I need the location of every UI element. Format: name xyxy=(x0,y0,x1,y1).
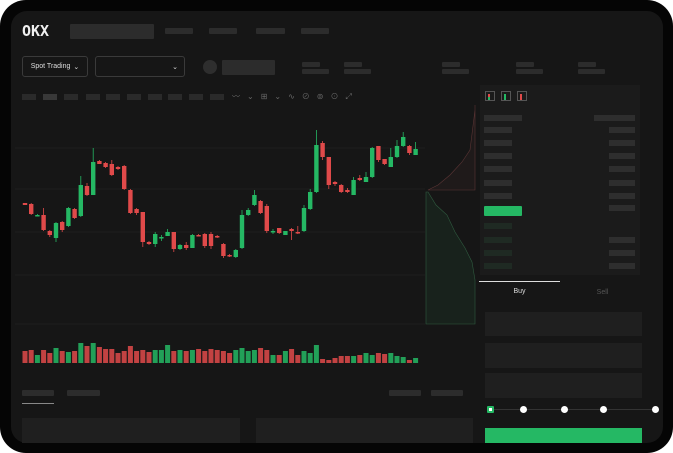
ask-size xyxy=(609,193,635,199)
tab-open-orders[interactable] xyxy=(22,390,54,396)
stat-label xyxy=(578,62,596,67)
chevron-down-icon: ⌄ xyxy=(73,63,80,71)
ask-price xyxy=(484,140,512,146)
ask-size xyxy=(609,180,635,186)
pair-price xyxy=(222,60,275,75)
buy-tab-underline xyxy=(479,281,560,282)
order-book-view-icons[interactable] xyxy=(485,91,527,101)
ask-size xyxy=(594,115,635,121)
ask-price xyxy=(484,153,512,159)
tab-sell[interactable]: Sell xyxy=(596,289,609,296)
slider-step-dot[interactable] xyxy=(652,406,659,413)
bottom-action[interactable] xyxy=(431,390,463,396)
ask-size xyxy=(609,140,635,146)
timeframe-button[interactable] xyxy=(86,94,100,100)
timeframe-button[interactable] xyxy=(189,94,203,100)
coin-icon xyxy=(203,60,217,74)
ask-size xyxy=(609,127,635,133)
market-type-dropdown[interactable]: Spot Trading ⌄ xyxy=(22,56,88,77)
chart-tool-icons[interactable]: 〰⌄⊞⌄∿⊘⊚⊙⤢ xyxy=(232,92,359,101)
okx-logo: OKX xyxy=(22,22,50,40)
tab-buy[interactable]: Buy xyxy=(513,288,526,295)
pair-dropdown[interactable]: ⌄ xyxy=(95,56,185,77)
book-bids-icon[interactable] xyxy=(501,91,511,101)
chart-area[interactable] xyxy=(15,105,425,375)
slider-step-dot[interactable] xyxy=(561,406,568,413)
bid-price xyxy=(484,223,512,229)
ask-size xyxy=(609,205,635,211)
stat-value xyxy=(516,69,543,74)
ask-price xyxy=(484,193,512,199)
bid-price xyxy=(484,263,512,269)
buy-submit-button[interactable] xyxy=(485,428,642,443)
timeframe-button[interactable] xyxy=(106,94,120,100)
price-input[interactable] xyxy=(485,312,642,336)
stat-value xyxy=(578,69,605,74)
slider-step-dot[interactable] xyxy=(520,406,527,413)
timeframe-button[interactable] xyxy=(148,94,162,100)
book-both-icon[interactable] xyxy=(485,91,495,101)
ask-price xyxy=(484,127,512,133)
timeframe-button[interactable] xyxy=(127,94,141,100)
timeframe-button[interactable] xyxy=(210,94,224,100)
ask-price xyxy=(484,180,512,186)
ask-size xyxy=(609,153,635,159)
ask-price xyxy=(484,115,522,121)
market-type-label: Spot Trading xyxy=(30,63,71,70)
bid-price xyxy=(484,250,512,256)
bid-size xyxy=(609,237,635,243)
amount-input[interactable] xyxy=(485,343,642,368)
stat-label xyxy=(344,62,362,67)
nav-item[interactable] xyxy=(209,28,237,34)
timeframe-button[interactable] xyxy=(168,94,182,100)
bottom-action[interactable] xyxy=(389,390,421,396)
nav-item[interactable] xyxy=(165,28,193,34)
stat-value xyxy=(302,69,329,74)
total-input[interactable] xyxy=(485,373,642,398)
timeframe-button[interactable] xyxy=(22,94,36,100)
slider-step-dot[interactable] xyxy=(600,406,607,413)
chevron-down-icon: ⌄ xyxy=(172,63,178,71)
stat-value xyxy=(442,69,469,74)
nav-item[interactable] xyxy=(256,28,285,34)
slider-handle[interactable] xyxy=(487,406,494,413)
stat-label xyxy=(302,62,320,67)
stat-value xyxy=(344,69,371,74)
nav-item[interactable] xyxy=(301,28,329,34)
ask-price xyxy=(484,166,512,172)
assets-card xyxy=(256,418,473,443)
bid-size xyxy=(609,250,635,256)
amount-slider-track[interactable] xyxy=(490,409,655,410)
timeframe-button[interactable] xyxy=(43,94,57,100)
active-tab-underline xyxy=(22,403,54,404)
stat-label xyxy=(516,62,534,67)
bid-price xyxy=(484,237,512,243)
stat-label xyxy=(442,62,460,67)
orders-card xyxy=(22,418,240,443)
book-asks-icon[interactable] xyxy=(517,91,527,101)
order-book-mid-price xyxy=(484,206,522,216)
bid-size xyxy=(609,263,635,269)
ask-size xyxy=(609,166,635,172)
timeframe-button[interactable] xyxy=(64,94,78,100)
tab-order-history[interactable] xyxy=(67,390,100,396)
search-placeholder[interactable] xyxy=(70,24,154,39)
